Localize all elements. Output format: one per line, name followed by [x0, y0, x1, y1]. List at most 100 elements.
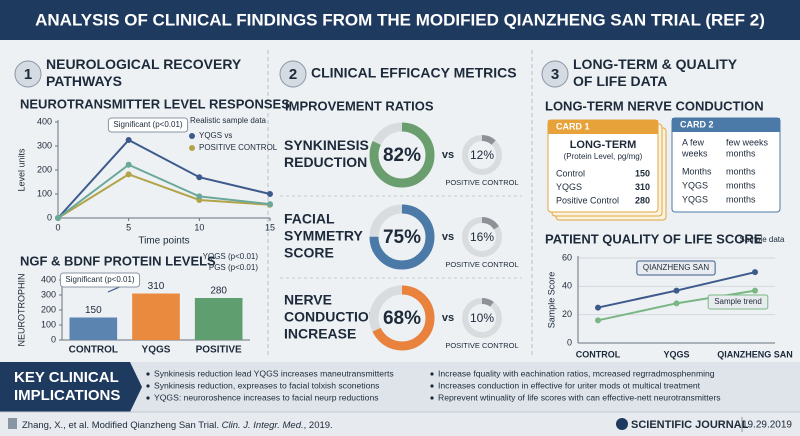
- section-number: 1: [24, 66, 32, 83]
- donut-arc: [369, 122, 435, 188]
- chart-title: NGF & BDNF PROTEIN LEVELS: [20, 253, 216, 268]
- metric-label: SYMMETRY: [284, 228, 363, 244]
- donut-arc: [462, 135, 502, 175]
- series-name: POSITIVE CONTROL: [445, 178, 518, 187]
- y-tick-label: 100: [41, 319, 56, 329]
- card-title: LONG-TERM: [570, 139, 637, 151]
- implications-arrow: [0, 362, 142, 412]
- section-title: CLINICAL EFFICACY METRICS: [311, 65, 517, 81]
- citation-part: Clin. J. Integr. Med.: [222, 420, 304, 431]
- card-cell: months: [726, 180, 756, 190]
- card-cell: few weeks: [726, 137, 769, 147]
- section-title: NEUROLOGICAL RECOVERY: [46, 56, 242, 72]
- cards-title: LONG-TERM NERVE CONDUCTION: [545, 98, 764, 113]
- control-value: 16%: [470, 230, 494, 244]
- value-label: 310: [148, 281, 165, 292]
- legend-marker: [189, 145, 195, 151]
- control-value: 10%: [470, 311, 494, 325]
- series-label: QIANZHENG SAN: [643, 263, 709, 272]
- bullet-text: YQGS: neuroroshence increases to facial …: [154, 392, 379, 402]
- series-line: [57, 163, 271, 219]
- series-name: POSITIVE CONTROL: [445, 341, 518, 350]
- donut-arc: [369, 285, 435, 351]
- page-title: ANALYSIS OF CLINICAL FINDINGS FROM THE M…: [35, 10, 765, 29]
- legend-label: POSITIVE CONTROL: [199, 143, 278, 152]
- value-label: 280: [210, 286, 227, 297]
- y-tick-label: 0: [51, 334, 56, 344]
- donut-arc: [369, 204, 435, 270]
- metric-label: REDUCTION: [284, 154, 367, 170]
- section-number: 3: [551, 66, 559, 83]
- x-tick-label: 15: [265, 222, 275, 232]
- metric-label: CONDUCTION: [284, 309, 379, 325]
- card-subtitle: (Protein Level, pg/mg): [564, 152, 643, 161]
- bullet-dot: [146, 372, 150, 376]
- x-tick-label: POSITIVE: [196, 345, 242, 356]
- series-name: POSITIVE CONTROL: [445, 260, 518, 269]
- annotation-box: [59, 272, 141, 288]
- x-tick-label: 5: [126, 222, 131, 232]
- bullet-dot: [146, 384, 150, 388]
- bar: [69, 317, 118, 340]
- annotation: Significant (p<0.01): [65, 275, 134, 284]
- data-point: [267, 191, 273, 197]
- series-label-box: [636, 260, 716, 276]
- data-point: [125, 161, 132, 168]
- bullet-text: Increases conduction in effective for ur…: [438, 380, 701, 390]
- legend-label: YQGS vs: [199, 131, 232, 140]
- implications-title: IMPLICATIONS: [14, 387, 120, 404]
- section-number: 2: [289, 66, 297, 83]
- metric-label: SYNKINESIS: [284, 137, 369, 153]
- data-point: [673, 300, 680, 307]
- data-point: [267, 201, 273, 208]
- bullet-text: Reprevent wtinuality of life scores with…: [438, 392, 721, 402]
- series-label-box: [707, 294, 769, 310]
- chart-title: NEUROTRANSMITTER LEVEL RESPONSES: [20, 96, 290, 111]
- data-point: [55, 215, 61, 221]
- data-point: [196, 174, 203, 181]
- comparison-label: vs: [442, 149, 454, 161]
- series-line: [57, 138, 271, 219]
- card-cell: YQGS: [556, 182, 582, 192]
- y-tick-label: 20: [562, 309, 572, 319]
- x-tick-label: QIANZHENG SAN: [717, 349, 793, 359]
- legend-marker: [189, 133, 195, 139]
- data-point: [752, 287, 758, 294]
- data-point: [595, 317, 601, 324]
- x-tick-label: YQGS: [663, 349, 689, 359]
- series-line: [57, 173, 271, 219]
- journal-icon: [616, 418, 628, 430]
- x-axis-label: Time points: [138, 236, 189, 247]
- x-tick-label: YQGS: [142, 345, 171, 356]
- bullet-text: Synkinesis reduction lead YQGS increases…: [154, 368, 394, 378]
- comparison-label: vs: [442, 231, 454, 243]
- section-title: LONG-TERM & QUALITY: [573, 56, 738, 72]
- card-cell: months: [726, 148, 756, 158]
- journal-name: SCIENTIFIC JOURNAL: [631, 419, 749, 431]
- card-cell: YQGS: [682, 194, 708, 204]
- data-point: [125, 137, 132, 143]
- card-value: 150: [635, 168, 650, 178]
- control-value: 12%: [470, 148, 494, 162]
- card-tab-label: CARD 2: [680, 119, 714, 129]
- data-point: [196, 193, 203, 200]
- bar: [194, 298, 243, 340]
- y-tick-label: 300: [41, 289, 56, 299]
- metric-label: NERVE: [284, 292, 332, 308]
- card-cell: YQGS: [682, 180, 708, 190]
- card-cell: weeks: [681, 148, 708, 158]
- metric-value: 75%: [383, 227, 421, 248]
- annotation: YQGS (p<0.01): [203, 252, 259, 261]
- section-badge: [14, 60, 42, 88]
- footer-icon: [8, 418, 17, 429]
- metric-value: 68%: [383, 308, 421, 329]
- footer-band: [0, 412, 800, 436]
- x-tick-label: 10: [194, 222, 204, 232]
- section-title: OF LIFE DATA: [573, 73, 667, 89]
- x-tick-label: CONTROL: [69, 345, 118, 356]
- metric-label: SCORE: [284, 245, 334, 261]
- data-point: [595, 304, 601, 311]
- annotation: Significant (p<0.01): [113, 120, 182, 129]
- x-tick-label: CONTROL: [576, 349, 621, 359]
- card-value: 280: [635, 195, 650, 205]
